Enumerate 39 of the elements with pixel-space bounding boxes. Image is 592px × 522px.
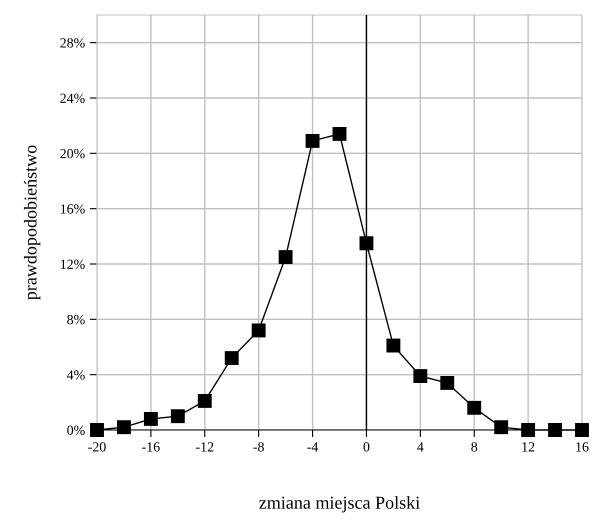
y-tick-label: 28% xyxy=(60,38,85,48)
point xyxy=(90,423,104,437)
x-tick-label: -20 xyxy=(88,442,106,452)
x-tick-label: -8 xyxy=(253,442,264,452)
x-tick-label: -4 xyxy=(307,442,318,452)
point xyxy=(575,423,589,437)
point xyxy=(306,134,320,148)
x-tick-label: 8 xyxy=(471,442,478,452)
x-tick-label: -12 xyxy=(196,442,214,452)
y-tick-label: 20% xyxy=(60,148,85,158)
y-axis-title: prawdopodobieństwo xyxy=(24,145,40,300)
point xyxy=(521,423,536,437)
x-tick-label: 0 xyxy=(364,442,370,452)
point xyxy=(386,338,400,353)
y-tick-label: 12% xyxy=(60,260,85,269)
point xyxy=(548,423,562,437)
x-axis-title: zmiana miejsca Polski xyxy=(259,496,420,512)
point xyxy=(252,323,266,338)
point xyxy=(440,376,454,390)
x-tick-label: -16 xyxy=(142,442,160,452)
x-tick-label: 12 xyxy=(522,442,534,452)
x-tick-label: 4 xyxy=(417,442,424,452)
point xyxy=(170,409,185,424)
y-tick-label: 24% xyxy=(60,94,85,103)
point xyxy=(467,400,482,415)
y-tick-label: 8% xyxy=(67,314,85,324)
point xyxy=(332,127,346,141)
point xyxy=(198,394,212,408)
point xyxy=(224,351,239,366)
point xyxy=(278,250,293,264)
point xyxy=(117,420,131,434)
y-tick-label: 0% xyxy=(67,426,85,435)
x-tick-label: 16 xyxy=(576,442,589,452)
point xyxy=(360,236,374,250)
point xyxy=(144,412,158,426)
y-tick-label: 4% xyxy=(66,370,85,380)
point xyxy=(494,420,508,434)
point xyxy=(413,369,428,383)
y-tick-label: 16% xyxy=(60,204,85,214)
